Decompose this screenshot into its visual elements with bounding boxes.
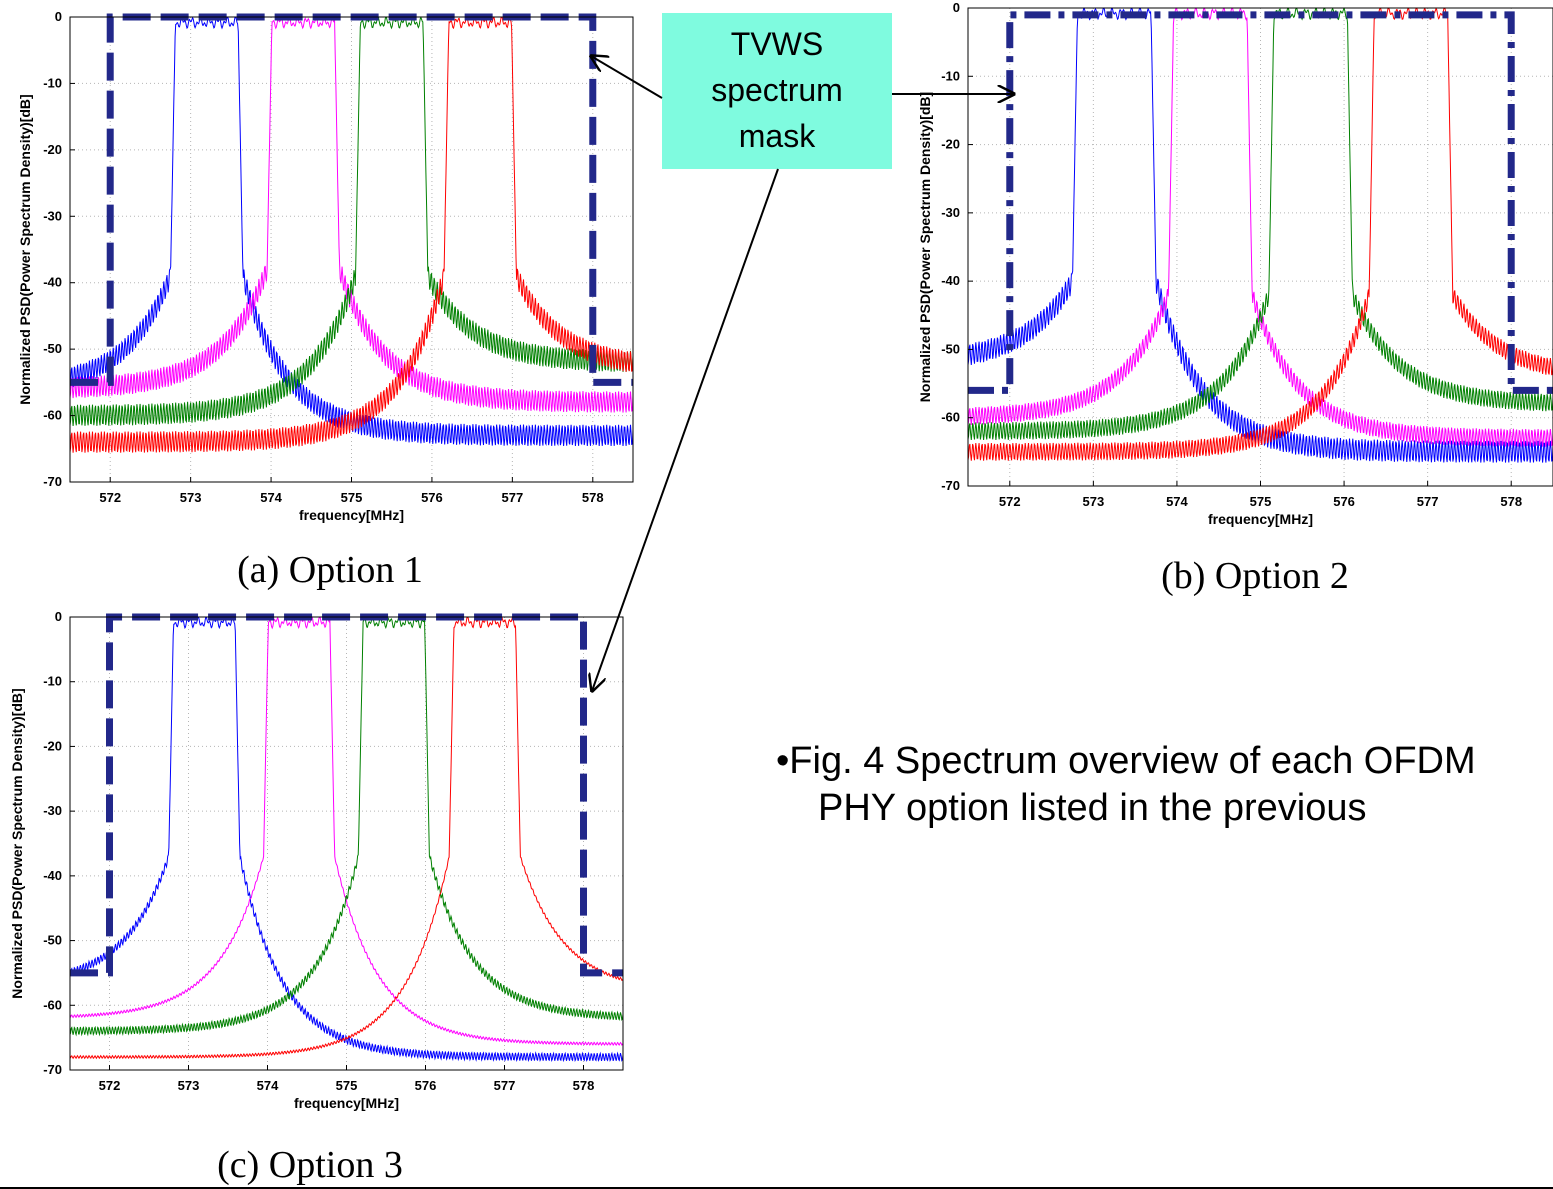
y-axis-label: Normalized PSD(Power Spectrum Density)[d… bbox=[9, 688, 25, 998]
y-tick-label-5: -50 bbox=[941, 341, 960, 356]
x-tick-label-2: 574 bbox=[260, 490, 282, 505]
charts-group: 572 573 574 575 576 577 578 0 -10 -20 -30 -40 -50 -60… bbox=[9, 0, 1553, 1111]
x-tick-label-2: 574 bbox=[1166, 494, 1188, 509]
y-tick-label-0: 0 bbox=[953, 0, 960, 15]
x-tick-label-6: 578 bbox=[573, 1078, 595, 1093]
x-tick-label-3: 575 bbox=[1250, 494, 1272, 509]
y-tick-label-1: -10 bbox=[43, 75, 62, 90]
series-green bbox=[70, 617, 623, 1037]
x-tick-label-0: 572 bbox=[999, 494, 1021, 509]
series-magenta bbox=[70, 617, 623, 1047]
chart-caption-a: (a) Option 1 bbox=[237, 549, 423, 591]
y-tick-label-3: -30 bbox=[43, 803, 62, 818]
chart-caption-b: (b) Option 2 bbox=[1161, 555, 1349, 597]
spectrum-mask bbox=[968, 11, 1553, 394]
y-tick-label-3: -30 bbox=[941, 205, 960, 220]
figure-caption-line1: •Fig. 4 Spectrum overview of each OFDM bbox=[776, 740, 1476, 782]
y-tick-label-0: 0 bbox=[55, 9, 62, 24]
chart-2: 572 573 574 575 576 577 578 0 -10 -20 -30 -40 -50 -60… bbox=[917, 0, 1553, 527]
x-tick-label-3: 575 bbox=[341, 490, 363, 505]
y-tick-label-7: -70 bbox=[43, 474, 62, 489]
x-tick-label-1: 573 bbox=[1083, 494, 1105, 509]
y-tick-label-7: -70 bbox=[941, 478, 960, 493]
x-tick-label-2: 574 bbox=[257, 1078, 279, 1093]
y-tick-label-3: -30 bbox=[43, 208, 62, 223]
x-axis-label: frequency[MHz] bbox=[294, 1095, 399, 1111]
callout-box bbox=[662, 13, 892, 169]
x-tick-label-1: 573 bbox=[178, 1078, 200, 1093]
y-tick-label-4: -40 bbox=[43, 868, 62, 883]
x-tick-label-6: 578 bbox=[582, 490, 604, 505]
y-tick-label-1: -10 bbox=[941, 68, 960, 83]
chart-3: 572 573 574 575 576 577 578 0 -10 -20 -30 -40 -50 -60… bbox=[9, 609, 624, 1111]
x-tick-label-0: 572 bbox=[99, 490, 121, 505]
mask-callout: TVWS spectrum mask bbox=[662, 13, 892, 169]
y-tick-label-1: -10 bbox=[43, 674, 62, 689]
callout-line-2: spectrum bbox=[711, 72, 843, 108]
x-axis-label: frequency[MHz] bbox=[1208, 511, 1313, 527]
series-red bbox=[70, 17, 633, 453]
x-tick-label-4: 576 bbox=[421, 490, 443, 505]
callout-arrow-a bbox=[591, 56, 663, 99]
y-tick-label-6: -60 bbox=[941, 410, 960, 425]
y-tick-label-5: -50 bbox=[43, 341, 62, 356]
series-magenta bbox=[70, 17, 633, 413]
series-red bbox=[968, 8, 1553, 461]
y-tick-label-5: -50 bbox=[43, 933, 62, 948]
x-tick-label-3: 575 bbox=[336, 1078, 358, 1093]
y-tick-label-4: -40 bbox=[43, 275, 62, 290]
callout-line-3: mask bbox=[739, 118, 816, 154]
figure-caption-line2: PHY option listed in the previous bbox=[818, 787, 1367, 829]
x-tick-label-1: 573 bbox=[180, 490, 202, 505]
series-green bbox=[968, 8, 1553, 441]
y-tick-label-6: -60 bbox=[43, 408, 62, 423]
callout-line-1: TVWS bbox=[731, 26, 823, 62]
y-axis-label: Normalized PSD(Power Spectrum Density)[d… bbox=[17, 94, 33, 404]
x-tick-label-4: 576 bbox=[415, 1078, 437, 1093]
x-axis-label: frequency[MHz] bbox=[299, 507, 404, 523]
y-tick-label-4: -40 bbox=[941, 273, 960, 288]
y-tick-label-6: -60 bbox=[43, 997, 62, 1012]
series-red bbox=[70, 617, 623, 1060]
chart-1: 572 573 574 575 576 577 578 0 -10 -20 -30 -40 -50 -60… bbox=[17, 9, 634, 523]
y-axis-label: Normalized PSD(Power Spectrum Density)[d… bbox=[917, 92, 933, 402]
x-tick-label-4: 576 bbox=[1333, 494, 1355, 509]
chart-caption-c: (c) Option 3 bbox=[217, 1144, 403, 1186]
series-green bbox=[70, 17, 633, 427]
x-tick-label-6: 578 bbox=[1500, 494, 1522, 509]
x-tick-label-0: 572 bbox=[99, 1078, 121, 1093]
x-tick-label-5: 577 bbox=[502, 490, 524, 505]
y-tick-label-7: -70 bbox=[43, 1062, 62, 1077]
plot-area bbox=[70, 617, 623, 1070]
series-blue bbox=[968, 8, 1553, 463]
callout-arrow-c bbox=[592, 168, 779, 691]
x-tick-label-5: 577 bbox=[1417, 494, 1439, 509]
y-tick-label-2: -20 bbox=[43, 142, 62, 157]
plot-area bbox=[968, 8, 1553, 486]
y-tick-label-2: -20 bbox=[941, 137, 960, 152]
y-tick-label-0: 0 bbox=[55, 609, 62, 624]
x-tick-label-5: 577 bbox=[494, 1078, 516, 1093]
y-tick-label-2: -20 bbox=[43, 738, 62, 753]
